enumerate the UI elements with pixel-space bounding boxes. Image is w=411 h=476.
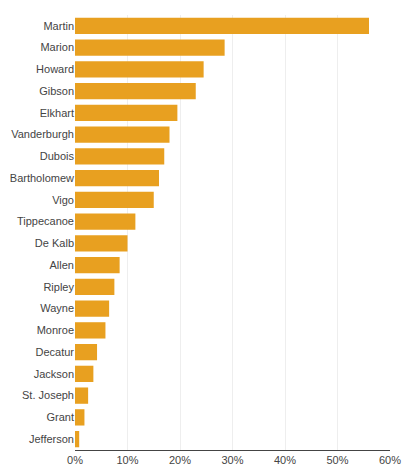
svg-text:0%: 0%: [67, 454, 83, 466]
svg-text:Elkhart: Elkhart: [40, 107, 74, 119]
svg-text:Grant: Grant: [46, 411, 74, 423]
svg-text:Vigo: Vigo: [52, 194, 74, 206]
svg-text:Ripley: Ripley: [43, 281, 74, 293]
svg-text:Gibson: Gibson: [39, 85, 74, 97]
svg-text:60%: 60%: [379, 454, 401, 466]
svg-text:50%: 50%: [326, 454, 348, 466]
svg-text:30%: 30%: [221, 454, 243, 466]
svg-text:Jackson: Jackson: [34, 368, 74, 380]
svg-text:Allen: Allen: [50, 259, 74, 271]
svg-text:Jefferson: Jefferson: [29, 433, 74, 445]
svg-text:Martin: Martin: [43, 20, 74, 32]
svg-text:Marion: Marion: [40, 41, 74, 53]
svg-text:Tippecanoe: Tippecanoe: [17, 215, 74, 227]
svg-text:Monroe: Monroe: [37, 324, 74, 336]
svg-text:Vanderburgh: Vanderburgh: [11, 128, 74, 140]
svg-text:Dubois: Dubois: [40, 150, 75, 162]
svg-text:St. Joseph: St. Joseph: [22, 389, 74, 401]
svg-text:20%: 20%: [169, 454, 191, 466]
svg-text:De Kalb: De Kalb: [35, 237, 74, 249]
svg-text:Decatur: Decatur: [35, 346, 74, 358]
svg-text:Wayne: Wayne: [40, 302, 74, 314]
svg-text:Bartholomew: Bartholomew: [10, 172, 74, 184]
svg-text:40%: 40%: [274, 454, 296, 466]
svg-text:Howard: Howard: [36, 63, 74, 75]
svg-text:10%: 10%: [116, 454, 138, 466]
